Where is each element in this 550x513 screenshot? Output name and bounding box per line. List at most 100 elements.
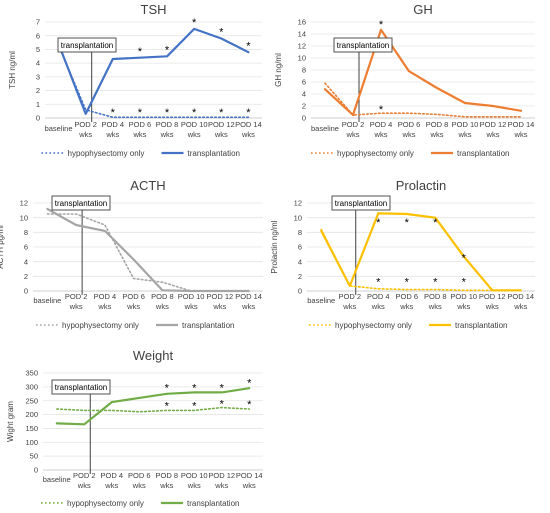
gh-significance-star: * [379, 104, 384, 116]
tsh-x-tick-label: POD 2 wks [74, 120, 97, 139]
gh-y-tick-label: 8 [302, 66, 306, 75]
weight-annotation-box [51, 379, 111, 395]
prolactin-x-tick-label: POD 12 wks [479, 292, 506, 311]
gh-x-tick-label: POD 14 wks [508, 120, 535, 139]
tsh-significance-star: * [246, 107, 251, 119]
acth-y-tick-label: 0 [24, 287, 28, 296]
gh-panel: GH GH ng/ml 0 2 4 6 8 10 12 14 16 baseline POD 2 wks P… [274, 2, 535, 158]
tsh-significance-star: * [138, 46, 143, 58]
weight-x-tick-label: POD 2 wks [73, 471, 96, 490]
prolactin-y-tick-label: 10 [294, 213, 302, 222]
gh-x-tick-label: POD 12 wks [480, 120, 507, 139]
tsh-annotation-text: transplantation [61, 41, 113, 50]
tsh-y-tick-label: 3 [36, 72, 40, 81]
prolactin-annotation-text: transplantation [335, 199, 387, 208]
tsh-significance-star: * [192, 17, 197, 29]
weight-y-tick-label: 50 [30, 452, 38, 461]
gh-annotation-box [333, 37, 393, 53]
tsh-y-tick-label: 1 [36, 100, 40, 109]
weight-x-tick-label: POD 8 wks [155, 471, 178, 490]
tsh-y-tick-label: 7 [36, 18, 40, 27]
tsh-y-tick-label: 2 [36, 86, 40, 95]
gh-y-tick-label: 10 [298, 54, 306, 63]
weight-x-tick-label: POD 14 wks [236, 471, 263, 490]
acth-legend-label-transplantation: transplantation [182, 321, 234, 330]
prolactin-significance-star: * [462, 252, 467, 264]
prolactin-y-tick-label: 6 [298, 243, 302, 252]
tsh-y-axis-label: TSH ng/ml [8, 51, 17, 89]
prolactin-y-axis-label: Prolactin ng/ml [270, 220, 279, 273]
weight-significance-star: * [247, 399, 252, 411]
weight-x-tick-label: POD 12 wks [208, 471, 235, 490]
weight-significance-star: * [165, 383, 170, 395]
weight-x-tick-label: baseline [43, 475, 71, 484]
prolactin-significance-star: * [376, 276, 381, 288]
prolactin-significance-star: * [433, 276, 438, 288]
weight-y-tick-label: 350 [25, 369, 38, 378]
gh-y-axis-label: GH ng/ml [274, 53, 283, 87]
gh-title: GH [413, 2, 433, 17]
tsh-x-tick-label: POD 12 wks [208, 120, 235, 139]
tsh-panel: TSH TSH ng/ml 0 1 2 3 4 5 6 7 baseline POD 2 wks POD … [8, 2, 262, 158]
weight-y-tick-label: 100 [25, 438, 38, 447]
weight-panel: Weight Wight gram 0 50 100 150 200 250 300 350 bas… [6, 348, 263, 508]
prolactin-significance-star: * [405, 276, 410, 288]
prolactin-significance-star: * [433, 217, 438, 229]
prolactin-significance-star: * [405, 217, 410, 229]
gh-x-tick-label: baseline [311, 124, 339, 133]
prolactin-annotation-box [331, 195, 391, 211]
gh-significance-star: * [379, 19, 384, 31]
gh-legend: hypophysectomy only transplantation [311, 149, 509, 158]
acth-title: ACTH [130, 178, 165, 193]
tsh-x-tick-label: POD 6 wks [129, 120, 152, 139]
gh-legend-label-hypophysectomy: hypophysectomy only [337, 149, 414, 158]
gh-x-tick-label: POD 10 wks [452, 120, 479, 139]
tsh-significance-star: * [138, 107, 143, 119]
acth-y-axis-label: ACTH pg/ml [0, 225, 5, 269]
prolactin-y-tick-label: 0 [298, 287, 302, 296]
tsh-y-tick-label: 0 [36, 114, 40, 123]
prolactin-x-tick-label: POD 14 wks [507, 292, 534, 311]
weight-significance-star: * [247, 378, 252, 390]
weight-significance-star: * [220, 383, 225, 395]
prolactin-title: Prolactin [396, 178, 447, 193]
gh-y-tick-label: 4 [302, 90, 306, 99]
weight-legend: hypophysectomy only transplantation [41, 499, 239, 508]
acth-y-tick-label: 10 [20, 213, 28, 222]
acth-panel: ACTH ACTH pg/ml 0 2 4 6 8 10 12 baseline POD 2 wks P… [0, 178, 263, 330]
tsh-significance-star: * [165, 44, 170, 56]
tsh-x-tick-label: POD 10 wks [181, 120, 208, 139]
acth-legend-label-hypophysectomy: hypophysectomy only [62, 321, 139, 330]
prolactin-legend-label-hypophysectomy: hypophysectomy only [335, 321, 412, 330]
prolactin-significance-star: * [462, 276, 467, 288]
tsh-significance-star: * [165, 107, 170, 119]
prolactin-x-tick-label: POD 8 wks [424, 292, 447, 311]
gh-legend-label-transplantation: transplantation [457, 149, 509, 158]
gh-x-tick-label: POD 2 wks [342, 120, 365, 139]
tsh-series-hypophysectomy-line [57, 44, 250, 119]
acth-x-tick-label: POD 12 wks [207, 292, 234, 311]
tsh-significance-star: * [246, 40, 251, 52]
acth-y-tick-label: 8 [24, 228, 28, 237]
acth-y-tick-label: 2 [24, 272, 28, 281]
acth-y-tick-label: 6 [24, 243, 28, 252]
gh-annotation-text: transplantation [337, 41, 389, 50]
weight-annotation-text: transplantation [55, 383, 107, 392]
prolactin-y-tick-label: 4 [298, 257, 302, 266]
acth-x-tick-label: POD 14 wks [235, 292, 262, 311]
tsh-legend-label-hypophysectomy: hypophysectomy only [68, 149, 145, 158]
gh-x-tick-label: POD 6 wks [398, 120, 421, 139]
acth-annotation-text: transplantation [55, 199, 107, 208]
weight-y-axis-label: Wight gram [6, 401, 15, 442]
gh-series-transplantation-line [323, 28, 523, 117]
weight-y-tick-label: 250 [25, 396, 38, 405]
weight-significance-star: * [192, 383, 197, 395]
gh-x-tick-label: POD 8 wks [426, 120, 449, 139]
prolactin-series-hypophysectomy-line [320, 228, 522, 292]
tsh-y-tick-label: 6 [36, 31, 40, 40]
weight-legend-label-hypophysectomy: hypophysectomy only [67, 499, 144, 508]
prolactin-x-tick-label: baseline [307, 296, 335, 305]
prolactin-significance-star: * [376, 217, 381, 229]
tsh-significance-star: * [219, 107, 224, 119]
